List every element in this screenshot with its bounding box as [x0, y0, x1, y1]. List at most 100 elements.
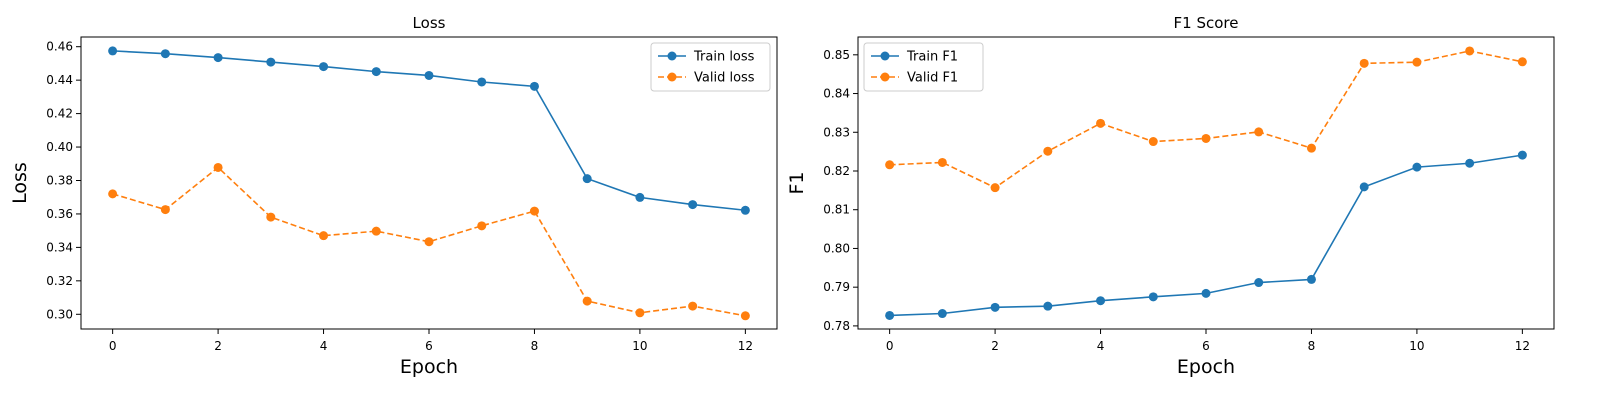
- chart-loss: Loss 0 2 4 6 8 10 12 0.30 0.32 0.34 0.36 0.38 0.40 0.4…: [9, 14, 778, 378]
- legend-label: Train F1: [906, 50, 958, 65]
- chart-title: F1 Score: [1174, 14, 1239, 32]
- data-point: [885, 310, 895, 320]
- legend-marker: [880, 51, 890, 61]
- data-point: [160, 49, 170, 59]
- data-point: [1517, 150, 1527, 160]
- x-tick-label: 10: [632, 339, 647, 353]
- data-point: [582, 296, 592, 306]
- y-tick-label: 0.79: [823, 280, 850, 294]
- x-tick-label: 2: [214, 339, 222, 353]
- data-point: [529, 206, 539, 216]
- data-point: [990, 302, 1000, 312]
- x-tick-label: 4: [320, 339, 328, 353]
- data-point: [688, 301, 698, 311]
- data-point: [1096, 296, 1106, 306]
- chart-f1: F1 Score 0 2 4 6 8 10 12 0.78 0.79 0.80 0.81 0.82 0.8…: [786, 14, 1555, 378]
- data-point: [108, 46, 118, 56]
- data-point: [1148, 292, 1158, 302]
- data-point: [937, 309, 947, 319]
- y-tick-label: 0.84: [823, 87, 850, 101]
- data-point: [937, 157, 947, 167]
- series-valid-f1: [885, 46, 1527, 193]
- data-point: [1306, 143, 1316, 153]
- chart-title: Loss: [413, 14, 446, 32]
- x-axis-title: Epoch: [1177, 356, 1235, 378]
- y-tick-label: 0.44: [46, 73, 73, 87]
- data-point: [885, 160, 895, 170]
- y-tick-label: 0.46: [46, 40, 73, 54]
- data-point: [160, 205, 170, 215]
- data-point: [424, 237, 434, 247]
- legend-marker: [667, 72, 677, 82]
- y-tick-label: 0.40: [46, 140, 73, 154]
- y-tick-label: 0.36: [46, 207, 73, 221]
- y-tick-label: 0.80: [823, 241, 850, 255]
- data-point: [1043, 301, 1053, 311]
- data-point: [1096, 118, 1106, 128]
- data-point: [1359, 58, 1369, 68]
- y-tick-label: 0.34: [46, 240, 73, 254]
- data-point: [213, 162, 223, 172]
- data-point: [371, 67, 381, 77]
- y-tick-label: 0.32: [46, 274, 73, 288]
- data-point: [1201, 288, 1211, 298]
- data-point: [635, 192, 645, 202]
- data-point: [213, 53, 223, 63]
- legend-box: [650, 42, 771, 92]
- data-point: [688, 200, 698, 210]
- x-tick-label: 12: [1515, 339, 1530, 353]
- y-tick-label: 0.38: [46, 173, 73, 187]
- y-tick-label: 0.85: [823, 48, 850, 62]
- x-tick-label: 10: [1409, 339, 1424, 353]
- data-point: [1254, 127, 1264, 137]
- legend: Train loss Valid loss: [650, 42, 771, 92]
- x-tick-label: 4: [1097, 339, 1105, 353]
- x-tick-label: 0: [109, 339, 117, 353]
- y-tick-label: 0.81: [823, 203, 850, 217]
- data-point: [635, 308, 645, 318]
- series-train-f1: [885, 150, 1527, 320]
- legend-label: Train loss: [693, 50, 755, 65]
- data-point: [1412, 162, 1422, 172]
- data-point: [1412, 57, 1422, 67]
- y-tick-label: 0.82: [823, 164, 850, 178]
- data-point: [582, 174, 592, 184]
- x-axis-title: Epoch: [400, 356, 458, 378]
- data-point: [1465, 158, 1475, 168]
- legend-marker: [880, 72, 890, 82]
- x-tick-label: 8: [531, 339, 539, 353]
- x-tick-label: 2: [991, 339, 999, 353]
- data-point: [740, 205, 750, 215]
- data-point: [477, 77, 487, 87]
- x-tick-label: 12: [738, 339, 753, 353]
- data-point: [1306, 274, 1316, 284]
- series-valid-loss: [108, 162, 750, 321]
- x-tick-label: 6: [1202, 339, 1210, 353]
- y-axis-title: Loss: [9, 162, 31, 204]
- legend: Train F1 Valid F1: [863, 42, 984, 92]
- data-point: [477, 221, 487, 231]
- legend-marker: [667, 51, 677, 61]
- data-point: [108, 189, 118, 199]
- data-point: [1254, 278, 1264, 288]
- data-point: [529, 81, 539, 91]
- data-point: [424, 70, 434, 80]
- x-tick-label: 0: [886, 339, 894, 353]
- x-tick-label: 6: [425, 339, 433, 353]
- data-point: [740, 311, 750, 321]
- data-point: [319, 62, 329, 72]
- data-point: [266, 57, 276, 67]
- series-train-loss: [108, 46, 750, 215]
- legend-box: [863, 42, 984, 92]
- data-point: [1148, 137, 1158, 147]
- data-point: [319, 231, 329, 241]
- data-point: [266, 212, 276, 222]
- data-point: [1465, 46, 1475, 56]
- data-point: [1359, 182, 1369, 192]
- y-tick-label: 0.78: [823, 319, 850, 333]
- x-tick-label: 8: [1308, 339, 1316, 353]
- y-tick-label: 0.83: [823, 125, 850, 139]
- y-tick-label: 0.30: [46, 307, 73, 321]
- legend-label: Valid F1: [907, 71, 958, 86]
